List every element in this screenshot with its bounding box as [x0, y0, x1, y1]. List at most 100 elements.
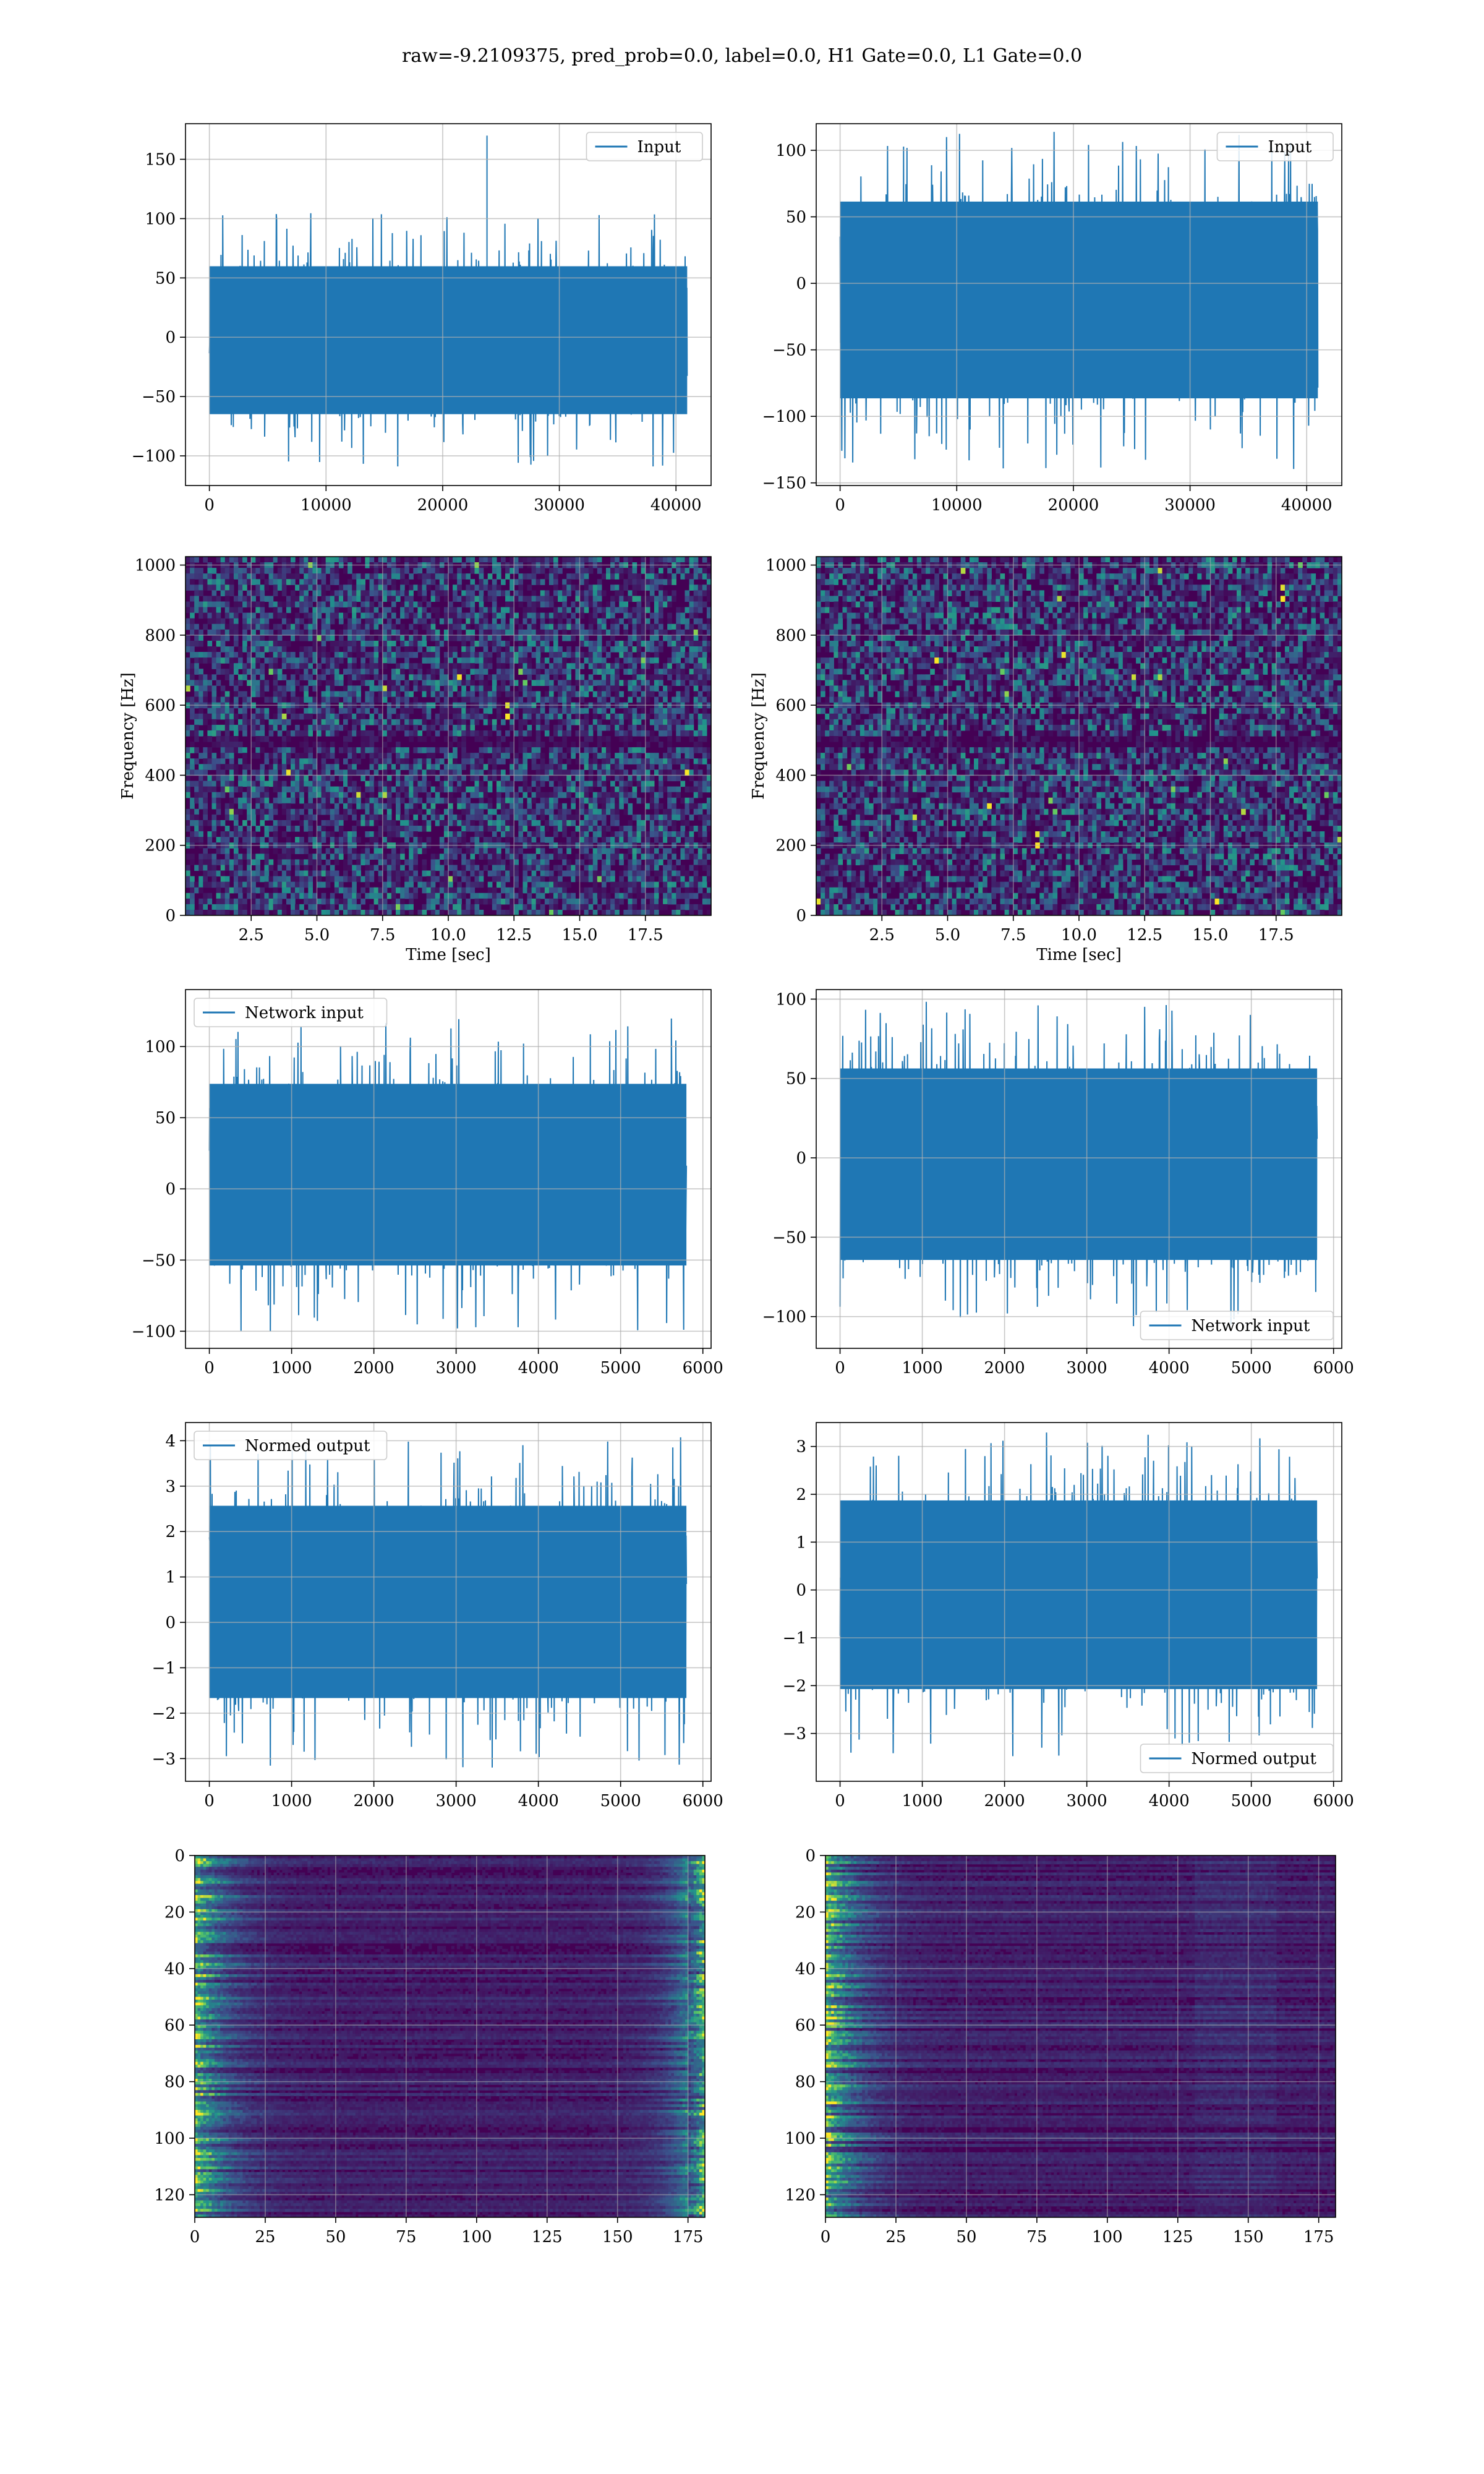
x-tick-label: 10000: [301, 496, 352, 515]
x-tick-label: 0: [204, 496, 215, 515]
x-axis-label: Time [sec]: [406, 946, 491, 964]
axes-frame: [816, 1422, 1342, 1782]
legend-label: Network input: [1192, 1317, 1310, 1335]
x-tick-label: 0: [821, 2228, 831, 2246]
y-tick-label: −50: [142, 1251, 176, 1270]
axes-frame: [185, 989, 712, 1349]
axes-frame: [825, 1855, 1336, 2218]
legend-box: [1140, 1311, 1334, 1340]
x-tick-label: 20000: [1048, 496, 1099, 515]
y-tick-label: 2: [796, 1486, 806, 1504]
legend: Input: [1216, 132, 1334, 161]
plot-area: [839, 1432, 1318, 1757]
legend: Normed output: [194, 1431, 388, 1460]
y-tick-label: 100: [154, 2129, 185, 2148]
x-tick-label: 10.0: [430, 926, 466, 944]
x-tick-label: 75: [396, 2228, 416, 2246]
y-tick-label: 1000: [765, 557, 806, 575]
x-tick-label: 5000: [600, 1359, 641, 1377]
x-tick-label: 2000: [354, 1359, 394, 1377]
y-axis-label: Frequency [Hz]: [749, 672, 768, 800]
legend-box: [1140, 1744, 1334, 1773]
chart-feature-map-h1: 0 25 50 75 100 125 150 175 0 20 40 60 80 100 120: [154, 1847, 706, 2246]
x-tick-label: 17.5: [1258, 926, 1294, 944]
chart-network-input-h1: 0 1000 2000 3000 4000 5000 6000 −100 −50 0 50 100 Ne…: [132, 989, 723, 1377]
y-tick-label: 100: [145, 1038, 176, 1056]
x-tick-label: 3000: [1067, 1792, 1107, 1810]
x-tick-label: 0: [190, 2228, 200, 2246]
series-core: [209, 1505, 687, 1698]
x-tick-label: 150: [1233, 2228, 1264, 2246]
x-tick-label: 0: [835, 496, 845, 515]
y-tick-label: 2: [165, 1523, 176, 1541]
legend-label: Input: [1268, 138, 1312, 156]
x-tick-label: 7.5: [370, 926, 395, 944]
x-tick-label: 15.0: [562, 926, 598, 944]
x-tick-label: 100: [461, 2228, 492, 2246]
y-tick-label: 600: [775, 696, 806, 715]
x-tick-label: 1000: [902, 1792, 943, 1810]
x-tick-label: 5000: [1231, 1359, 1272, 1377]
y-tick-label: 1: [165, 1569, 176, 1587]
x-tick-label: 6000: [1313, 1359, 1354, 1377]
chart-spectrogram-l1: 2.5 5.0 7.5 10.0 12.5 15.0 17.5 0 200 400 600 800 10…: [749, 556, 1342, 964]
legend: Network input: [1140, 1311, 1334, 1340]
y-tick-label: 3: [796, 1438, 806, 1457]
plot-area: [208, 1018, 688, 1332]
y-tick-label: 50: [786, 1070, 806, 1089]
x-tick-label: 100: [1092, 2228, 1123, 2246]
heatmap-cells: [195, 1856, 705, 2217]
y-tick-label: 40: [795, 1960, 816, 1979]
legend: Input: [586, 132, 703, 161]
legend-box: [1216, 132, 1334, 161]
plot-area: [195, 1856, 705, 2217]
gridlines: [816, 990, 1342, 1348]
x-tick-label: 5000: [1231, 1792, 1272, 1810]
y-tick-label: −1: [783, 1629, 806, 1648]
x-axis-label: Time [sec]: [1036, 946, 1122, 964]
x-tick-label: 25: [885, 2228, 906, 2246]
axes-frame: [194, 1855, 706, 2218]
x-tick-label: 7.5: [1000, 926, 1026, 944]
x-tick-label: 6000: [1313, 1792, 1354, 1810]
x-tick-label: 20000: [417, 496, 469, 515]
x-tick-label: 1000: [271, 1359, 312, 1377]
legend-box: [194, 1431, 388, 1460]
x-tick-label: 30000: [1164, 496, 1216, 515]
x-tick-label: 2.5: [239, 926, 264, 944]
y-tick-label: −100: [132, 447, 176, 466]
y-tick-label: 4: [165, 1432, 176, 1450]
y-tick-label: 120: [785, 2186, 816, 2204]
y-tick-label: 0: [165, 907, 176, 925]
x-tick-label: 1000: [902, 1359, 943, 1377]
y-tick-label: −150: [762, 474, 806, 493]
y-tick-label: −50: [772, 341, 806, 360]
y-tick-label: 100: [785, 2129, 816, 2148]
x-tick-label: 25: [255, 2228, 275, 2246]
x-tick-label: 5.0: [304, 926, 330, 944]
x-tick-label: 0: [835, 1792, 845, 1810]
plot-area: [839, 1001, 1318, 1327]
y-tick-label: −2: [152, 1705, 176, 1723]
x-tick-label: 1000: [271, 1792, 312, 1810]
gridlines: [186, 990, 711, 1348]
series-core: [840, 1068, 1318, 1261]
x-tick-label: 5000: [600, 1792, 641, 1810]
figure-suptitle: raw=-9.2109375, pred_prob=0.0, label=0.0…: [402, 45, 1082, 67]
x-tick-label: 40000: [650, 496, 702, 515]
heatmap-cells: [186, 557, 711, 915]
chart-normed-output-l1: 0 1000 2000 3000 4000 5000 6000 −3 −2 −1 0 1 2 3 Norme…: [783, 1422, 1354, 1810]
x-tick-label: 150: [602, 2228, 633, 2246]
legend-label: Input: [638, 138, 681, 156]
y-tick-label: −1: [152, 1659, 176, 1677]
y-tick-label: 150: [145, 151, 176, 169]
x-tick-label: 125: [1162, 2228, 1193, 2246]
y-tick-label: 400: [775, 766, 806, 785]
y-tick-label: 40: [164, 1960, 185, 1979]
x-tick-label: 125: [532, 2228, 563, 2246]
x-tick-label: 2.5: [869, 926, 895, 944]
y-tick-label: 100: [145, 210, 176, 228]
series-core: [209, 1084, 687, 1266]
x-tick-label: 3000: [436, 1359, 477, 1377]
y-tick-label: 0: [165, 1180, 176, 1199]
